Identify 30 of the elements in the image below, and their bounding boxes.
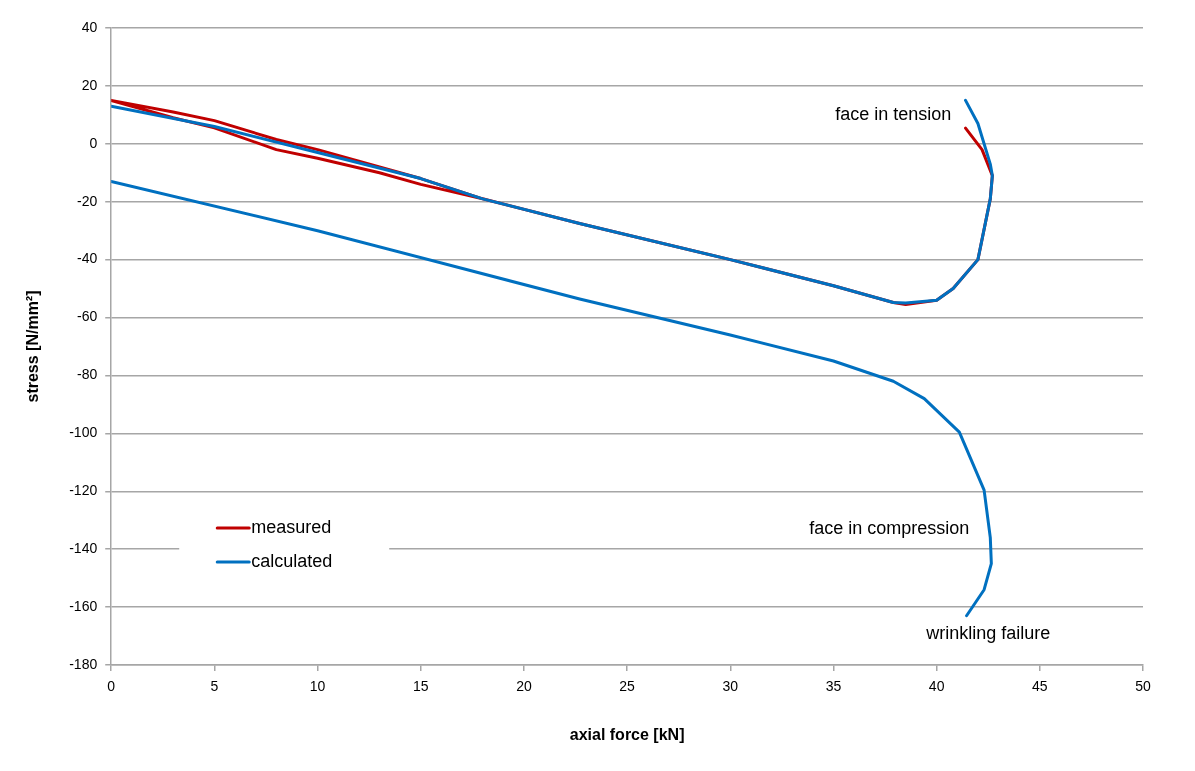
- x-tick-label: 5: [210, 678, 219, 695]
- x-tick-label: 50: [1135, 678, 1151, 695]
- annotation: wrinkling failure: [925, 622, 1051, 643]
- x-tick-label: 45: [1032, 678, 1048, 695]
- y-tick-label: -60: [76, 308, 98, 325]
- y-tick-label: -160: [69, 597, 98, 614]
- y-tick-label: 0: [89, 134, 98, 151]
- y-tick-label: -180: [69, 655, 98, 672]
- x-tick-label: 40: [928, 678, 945, 695]
- y-tick-label: 40: [81, 18, 98, 35]
- y-tick-label: -140: [69, 540, 98, 557]
- annotation: face in tension: [835, 103, 952, 124]
- legend-label: calculated: [251, 550, 333, 571]
- y-axis-title: stress [N/mm²]: [24, 290, 42, 403]
- x-tick-label: 20: [516, 678, 532, 695]
- x-tick-label: 10: [309, 678, 326, 695]
- x-tick-label: 0: [107, 678, 116, 695]
- y-tick-label: -20: [76, 192, 98, 209]
- y-tick-label: -40: [76, 250, 98, 267]
- x-tick-label: 35: [825, 678, 842, 695]
- x-tick-label: 25: [619, 678, 636, 695]
- annotation: face in compression: [809, 517, 970, 538]
- y-tick-label: -120: [69, 482, 98, 499]
- legend-label: measured: [251, 516, 332, 537]
- y-tick-label: 20: [81, 76, 98, 93]
- x-tick-label: 15: [412, 678, 429, 695]
- x-axis-title: axial force [kN]: [569, 725, 685, 743]
- y-tick-label: -100: [69, 424, 98, 441]
- x-tick-label: 30: [722, 678, 739, 695]
- y-tick-label: -80: [76, 366, 98, 383]
